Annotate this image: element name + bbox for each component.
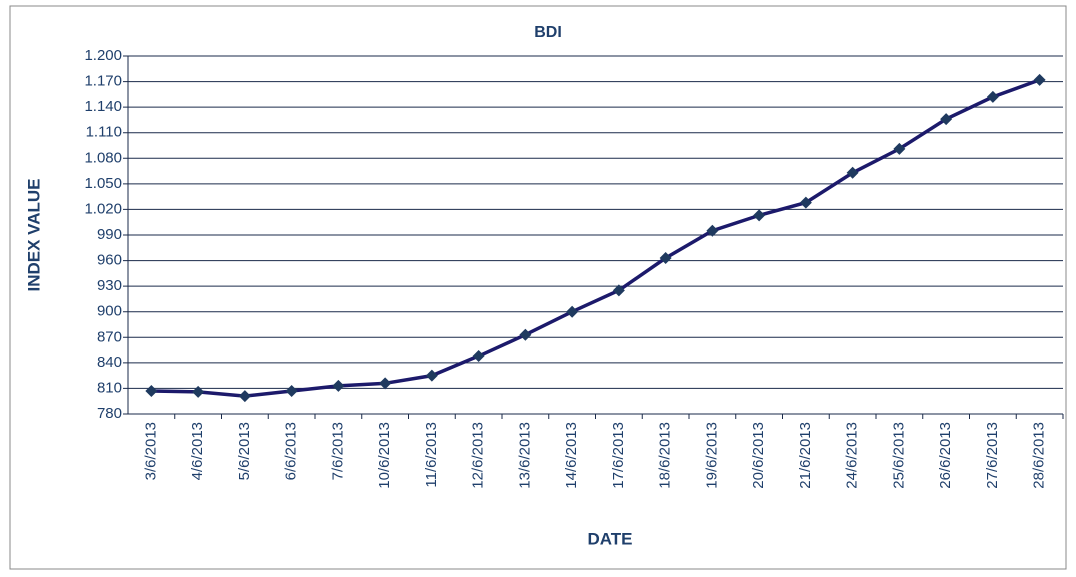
x-tick-label: 21/6/2013 <box>797 422 814 489</box>
x-tick-label: 4/6/2013 <box>189 422 206 480</box>
y-tick-label: 1.020 <box>84 200 122 217</box>
x-tick-label: 7/6/2013 <box>329 422 346 480</box>
y-axis-label: INDEX VALUE <box>24 178 43 291</box>
x-tick-label: 24/6/2013 <box>844 422 861 489</box>
x-tick-label: 13/6/2013 <box>516 422 533 489</box>
y-tick-label: 960 <box>97 252 122 269</box>
x-tick-label: 6/6/2013 <box>283 422 300 480</box>
y-tick-label: 840 <box>97 354 122 371</box>
x-tick-label: 28/6/2013 <box>1031 422 1048 489</box>
x-tick-label: 14/6/2013 <box>563 422 580 489</box>
y-tick-label: 990 <box>97 226 122 243</box>
y-tick-label: 810 <box>97 379 122 396</box>
x-tick-label: 25/6/2013 <box>890 422 907 489</box>
y-tick-label: 1.080 <box>84 149 122 166</box>
x-tick-label: 20/6/2013 <box>750 422 767 489</box>
y-tick-label: 1.050 <box>84 175 122 192</box>
x-axis-label: DATE <box>587 529 632 548</box>
y-tick-label: 930 <box>97 277 122 294</box>
y-tick-label: 900 <box>97 303 122 320</box>
x-tick-label: 27/6/2013 <box>984 422 1001 489</box>
x-tick-label: 17/6/2013 <box>610 422 627 489</box>
frame <box>10 6 1066 569</box>
x-tick-label: 11/6/2013 <box>423 422 440 488</box>
x-tick-label: 26/6/2013 <box>937 422 954 489</box>
x-tick-label: 18/6/2013 <box>657 422 674 489</box>
x-tick-label: 3/6/2013 <box>142 422 159 480</box>
y-tick-label: 1.170 <box>84 73 122 90</box>
x-tick-label: 5/6/2013 <box>236 422 253 480</box>
chart: BDI INDEX VALUE DATE 780 810 840 870 900 930 9… <box>0 0 1076 572</box>
y-tick-label: 870 <box>97 328 122 345</box>
x-tick-label: 19/6/2013 <box>703 422 720 489</box>
x-tick-label: 12/6/2013 <box>470 422 487 489</box>
chart-title: BDI <box>534 24 562 41</box>
y-tick-label: 1.110 <box>86 124 122 141</box>
y-tick-label: 1.200 <box>84 47 122 64</box>
y-tick-label: 780 <box>97 405 122 422</box>
x-tick-label: 10/6/2013 <box>376 422 393 489</box>
y-tick-label: 1.140 <box>84 98 122 115</box>
